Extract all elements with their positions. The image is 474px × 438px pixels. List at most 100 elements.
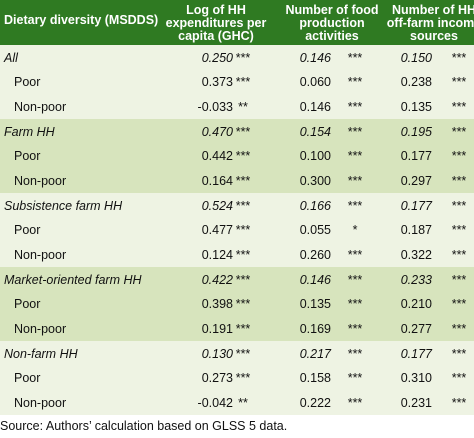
row-label: Poor: [14, 371, 41, 386]
table-row: Farm HH 0.470 *** 0.154 *** 0.195 ***: [0, 120, 474, 145]
row-group: All 0.250 *** 0.146 *** 0.150 *** Poor 0.373 *** 0…: [0, 45, 474, 119]
food-production-stars: ***: [347, 297, 363, 312]
table-row: Non-farm HH 0.130 *** 0.217 *** 0.177 ***: [0, 342, 474, 367]
food-production-stars: ***: [347, 247, 363, 262]
expenditures-stars: ***: [235, 173, 251, 188]
row-label: Non-poor: [14, 247, 67, 262]
offfarm-income-stars: ***: [451, 346, 467, 361]
offfarm-income-stars: ***: [451, 75, 467, 90]
header-col-food-production: Number of food production activities: [282, 4, 382, 43]
expenditures-stars: ***: [235, 75, 251, 90]
expenditures-stars: ***: [235, 346, 251, 361]
food-production-stars: ***: [347, 395, 363, 410]
food-production-coef: 0.217: [299, 346, 331, 361]
offfarm-income-stars: ***: [451, 321, 467, 336]
row-label: Non-poor: [14, 173, 67, 188]
food-production-stars: ***: [347, 346, 363, 361]
expenditures-coef: 0.130: [201, 346, 233, 361]
food-production-stars: ***: [347, 173, 363, 188]
header-label: Dietary diversity (MSDDS): [4, 13, 159, 27]
expenditures-coef: 0.164: [201, 173, 233, 188]
offfarm-income-coef: 0.310: [400, 371, 432, 386]
food-production-stars: ***: [347, 272, 363, 287]
food-production-stars: ***: [347, 124, 363, 139]
row-label: Poor: [14, 149, 41, 164]
food-production-stars: ***: [347, 198, 363, 213]
table-source-note: Source: Authors’ calculation based on GL…: [0, 419, 288, 433]
expenditures-coef: 0.250: [201, 50, 233, 65]
table-row: Poor 0.398 *** 0.135 *** 0.210 ***: [0, 292, 474, 317]
expenditures-stars: ***: [235, 50, 251, 65]
expenditures-coef: 0.422: [201, 272, 233, 287]
expenditures-stars: ***: [235, 247, 251, 262]
offfarm-income-stars: ***: [451, 247, 467, 262]
expenditures-stars: ***: [235, 223, 251, 238]
offfarm-income-stars: ***: [451, 272, 467, 287]
row-label: Poor: [14, 297, 41, 312]
table-row: Poor 0.477 *** 0.055 * 0.187 ***: [0, 218, 474, 243]
food-production-coef: 0.260: [299, 247, 331, 262]
offfarm-income-stars: ***: [451, 149, 467, 164]
offfarm-income-coef: 0.233: [400, 272, 432, 287]
food-production-coef: 0.055: [299, 223, 331, 238]
food-production-coef: 0.146: [299, 272, 331, 287]
row-label: Non-poor: [14, 321, 67, 336]
food-production-coef: 0.300: [299, 173, 331, 188]
expenditures-stars: ***: [235, 371, 251, 386]
expenditures-stars: **: [238, 99, 248, 114]
table-row: Market-oriented farm HH 0.422 *** 0.146 *** 0…: [0, 268, 474, 293]
table-row: Non-poor 0.124 *** 0.260 *** 0.322 ***: [0, 243, 474, 268]
food-production-stars: ***: [347, 75, 363, 90]
row-label: Poor: [14, 223, 41, 238]
food-production-coef: 0.060: [299, 75, 331, 90]
offfarm-income-stars: ***: [451, 297, 467, 312]
table-row: Non-poor 0.191 *** 0.169 *** 0.277 ***: [0, 317, 474, 342]
table-header: Dietary diversity (MSDDS) Log of HH expe…: [0, 0, 474, 45]
table-row: Non-poor -0.033 ** 0.146 *** 0.135 ***: [0, 95, 474, 120]
header-col-offfarm-income-line: off-farm income: [386, 16, 474, 30]
expenditures-coef: -0.042: [197, 395, 233, 410]
offfarm-income-coef: 0.150: [400, 50, 432, 65]
expenditures-stars: ***: [235, 198, 251, 213]
expenditures-coef: 0.470: [201, 124, 233, 139]
header-col-food-production-line: Number of food: [285, 3, 379, 17]
row-group: Farm HH 0.470 *** 0.154 *** 0.195 *** Poor 0.442…: [0, 119, 474, 193]
offfarm-income-stars: ***: [451, 395, 467, 410]
row-label: All: [4, 50, 18, 65]
table-row: Non-poor 0.164 *** 0.300 *** 0.297 ***: [0, 169, 474, 194]
header-col-expenditures-line: expenditures per: [165, 16, 267, 30]
offfarm-income-stars: ***: [451, 50, 467, 65]
expenditures-coef: 0.442: [201, 149, 233, 164]
row-group: Non-farm HH 0.130 *** 0.217 *** 0.177 *** Poor 0…: [0, 341, 474, 415]
table-row: Poor 0.442 *** 0.100 *** 0.177 ***: [0, 144, 474, 169]
food-production-stars: ***: [347, 50, 363, 65]
offfarm-income-stars: ***: [451, 99, 467, 114]
header-col-offfarm-income-line: Number of HH: [391, 3, 474, 17]
offfarm-income-stars: ***: [451, 371, 467, 386]
food-production-coef: 0.135: [299, 297, 331, 312]
offfarm-income-stars: ***: [451, 173, 467, 188]
food-production-stars: ***: [347, 99, 363, 114]
expenditures-coef: 0.524: [201, 198, 233, 213]
header-col-expenditures-line: capita (GHC): [178, 29, 254, 43]
header-col-offfarm-income-line: sources: [410, 29, 458, 43]
expenditures-stars: ***: [235, 321, 251, 336]
food-production-stars: ***: [347, 149, 363, 164]
header-col-expenditures-line: Log of HH: [186, 3, 246, 17]
expenditures-stars: **: [238, 395, 248, 410]
row-label: Market-oriented farm HH: [4, 272, 142, 287]
offfarm-income-stars: ***: [451, 124, 467, 139]
expenditures-stars: ***: [235, 297, 251, 312]
table-row: Subsistence farm HH 0.524 *** 0.166 *** 0.177…: [0, 194, 474, 219]
table-row: Non-poor -0.042 ** 0.222 *** 0.231 ***: [0, 391, 474, 416]
food-production-stars: ***: [347, 371, 363, 386]
row-label: Non-poor: [14, 395, 67, 410]
offfarm-income-coef: 0.210: [400, 297, 432, 312]
expenditures-coef: 0.477: [201, 223, 233, 238]
expenditures-coef: 0.191: [201, 321, 233, 336]
row-label: Subsistence farm HH: [4, 198, 123, 213]
offfarm-income-coef: 0.187: [400, 223, 432, 238]
expenditures-coef: -0.033: [197, 99, 233, 114]
table-row: Poor 0.373 *** 0.060 *** 0.238 ***: [0, 70, 474, 95]
row-label: Non-poor: [14, 99, 67, 114]
